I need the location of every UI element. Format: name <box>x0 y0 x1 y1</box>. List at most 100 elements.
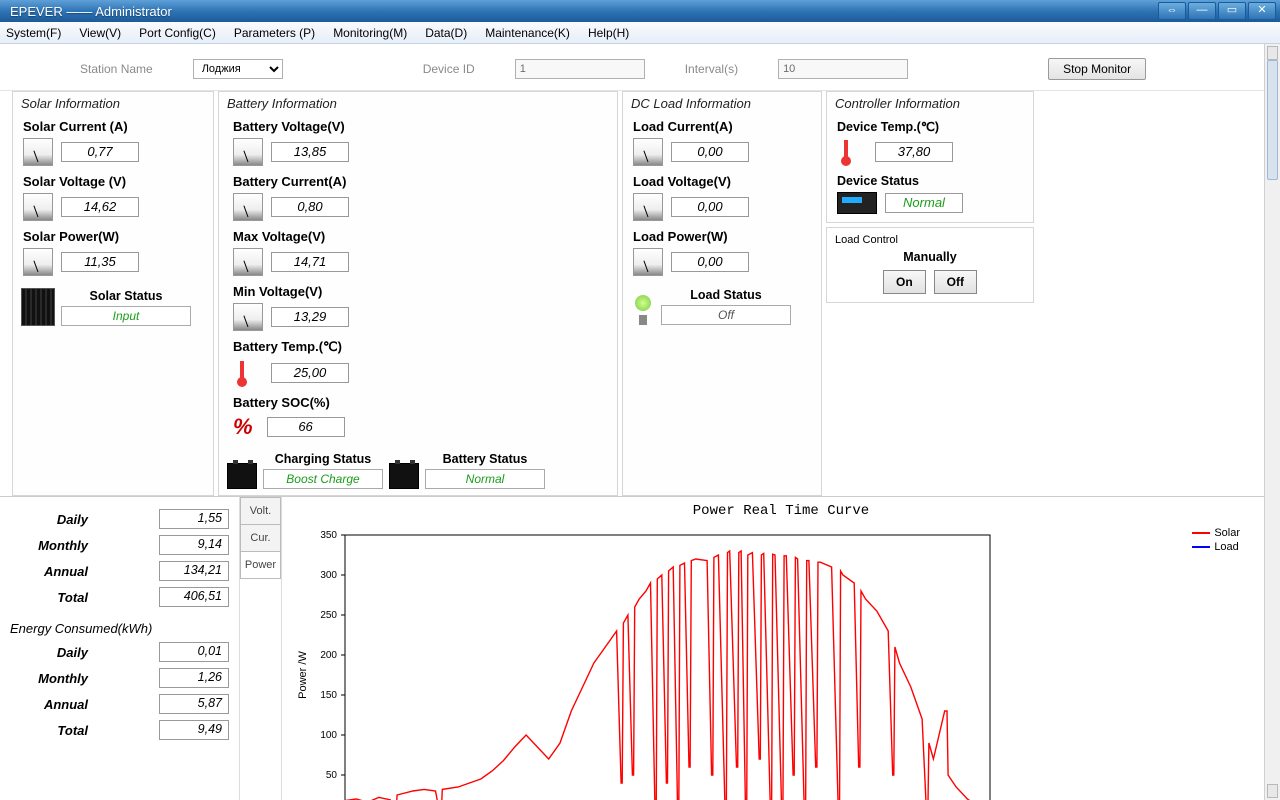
meter-icon <box>633 193 663 221</box>
batt-cur-label: Battery Current(A) <box>233 174 423 189</box>
meter-icon <box>23 193 53 221</box>
batt-min-label: Min Voltage(V) <box>233 284 423 299</box>
solar-current-label: Solar Current (A) <box>23 119 203 134</box>
cons-daily-label: Daily <box>10 645 100 660</box>
meter-icon <box>633 248 663 276</box>
chart-title: Power Real Time Curve <box>290 503 1272 519</box>
dcload-title: DC Load Information <box>623 92 821 115</box>
meter-icon <box>233 138 263 166</box>
svg-text:Power /W: Power /W <box>297 651 309 699</box>
solar-power-label: Solar Power(W) <box>23 229 203 244</box>
chart-area: Power Real Time Curve Solar Load 0501001… <box>282 497 1280 800</box>
menu-port[interactable]: Port Config(C) <box>139 26 216 40</box>
window-titlebar: EPEVER —— Administrator ⇔ — ▭ ✕ <box>0 0 1280 22</box>
batt-cur-value: 0,80 <box>271 197 349 217</box>
menu-data[interactable]: Data(D) <box>425 26 467 40</box>
load-volt-label: Load Voltage(V) <box>633 174 811 189</box>
meter-icon <box>23 138 53 166</box>
load-control-title: Load Control <box>835 234 1025 250</box>
close-icon[interactable]: ✕ <box>1248 2 1276 20</box>
load-power-label: Load Power(W) <box>633 229 811 244</box>
svg-text:250: 250 <box>320 610 337 621</box>
cons-monthly-value: 1,26 <box>159 668 229 688</box>
gen-annual-value: 134,21 <box>159 561 229 581</box>
chart-legend: Solar Load <box>1192 527 1240 555</box>
load-cur-label: Load Current(A) <box>633 119 811 134</box>
window-title: EPEVER —— Administrator <box>4 4 172 19</box>
tab-volt[interactable]: Volt. <box>240 497 281 525</box>
load-power-value: 0,00 <box>671 252 749 272</box>
svg-text:300: 300 <box>320 570 337 581</box>
svg-text:350: 350 <box>320 530 337 541</box>
sync-icon[interactable]: ⇔ <box>1158 2 1186 20</box>
station-name-label: Station Name <box>80 62 153 76</box>
batt-volt-value: 13,85 <box>271 142 349 162</box>
batt-temp-value: 25,00 <box>271 363 349 383</box>
load-control-mode: Manually <box>835 250 1025 264</box>
dev-status-label: Device Status <box>837 174 1017 188</box>
device-id-label: Device ID <box>423 62 475 76</box>
cons-annual-label: Annual <box>10 697 100 712</box>
cons-total-value: 9,49 <box>159 720 229 740</box>
menu-help[interactable]: Help(H) <box>588 26 629 40</box>
load-on-button[interactable]: On <box>883 270 926 294</box>
solar-panel: Solar Information Solar Current (A) 0,77… <box>12 91 214 496</box>
solar-voltage-label: Solar Voltage (V) <box>23 174 203 189</box>
batt-max-value: 14,71 <box>271 252 349 272</box>
controller-title: Controller Information <box>827 92 1033 115</box>
menu-view[interactable]: View(V) <box>79 26 121 40</box>
dev-status-value: Normal <box>885 193 963 213</box>
dcload-panel: DC Load Information Load Current(A) 0,00… <box>622 91 822 496</box>
energy-column: Daily1,55 Monthly9,14 Annual134,21 Total… <box>0 497 240 800</box>
scrollbar[interactable] <box>1264 44 1280 800</box>
menu-monitor[interactable]: Monitoring(M) <box>333 26 407 40</box>
dev-temp-label: Device Temp.(℃) <box>837 119 1017 134</box>
gen-monthly-label: Monthly <box>10 538 100 553</box>
legend-solar: Solar <box>1214 527 1240 539</box>
solar-status-label: Solar Status <box>61 289 191 303</box>
thermometer-icon <box>233 359 249 387</box>
energy-consumed-title: Energy Consumed(kWh) <box>10 621 229 636</box>
batt-status-label: Battery Status <box>425 452 545 466</box>
thermometer-icon <box>837 138 853 166</box>
minimize-icon[interactable]: — <box>1188 2 1216 20</box>
gen-total-label: Total <box>10 590 100 605</box>
station-name-select[interactable]: Лоджия <box>193 59 283 79</box>
maximize-icon[interactable]: ▭ <box>1218 2 1246 20</box>
load-cur-value: 0,00 <box>671 142 749 162</box>
menu-system[interactable]: System(F) <box>6 26 61 40</box>
solar-panel-icon <box>21 288 55 326</box>
tab-cur[interactable]: Cur. <box>240 524 281 552</box>
menu-maint[interactable]: Maintenance(K) <box>485 26 570 40</box>
stop-monitor-button[interactable]: Stop Monitor <box>1048 58 1146 80</box>
tab-power[interactable]: Power <box>240 551 281 579</box>
percent-icon: % <box>233 414 253 440</box>
window-controls: ⇔ — ▭ ✕ <box>1158 2 1276 20</box>
charge-status-label: Charging Status <box>263 452 383 466</box>
load-off-button[interactable]: Off <box>934 270 977 294</box>
cons-daily-value: 0,01 <box>159 642 229 662</box>
solar-current-value: 0,77 <box>61 142 139 162</box>
battery-icon <box>389 463 419 489</box>
solar-title: Solar Information <box>13 92 213 115</box>
battery-panel: Battery Information Battery Voltage(V) 1… <box>218 91 618 496</box>
meter-icon <box>23 248 53 276</box>
meter-icon <box>233 303 263 331</box>
monitor-controls: Station Name Лоджия Device ID Interval(s… <box>0 44 1280 91</box>
gen-annual-label: Annual <box>10 564 100 579</box>
meter-icon <box>633 138 663 166</box>
menubar: System(F) View(V) Port Config(C) Paramet… <box>0 22 1280 44</box>
load-control-panel: Load Control Manually On Off <box>826 227 1034 303</box>
interval-label: Interval(s) <box>685 62 738 76</box>
solar-power-value: 11,35 <box>61 252 139 272</box>
bulb-icon <box>631 295 655 325</box>
menu-params[interactable]: Parameters (P) <box>234 26 315 40</box>
meter-icon <box>233 193 263 221</box>
charge-status-value: Boost Charge <box>263 469 383 489</box>
solar-status-value: Input <box>61 306 191 326</box>
battery-icon <box>227 463 257 489</box>
batt-max-label: Max Voltage(V) <box>233 229 423 244</box>
svg-text:200: 200 <box>320 650 337 661</box>
load-volt-value: 0,00 <box>671 197 749 217</box>
cons-monthly-label: Monthly <box>10 671 100 686</box>
